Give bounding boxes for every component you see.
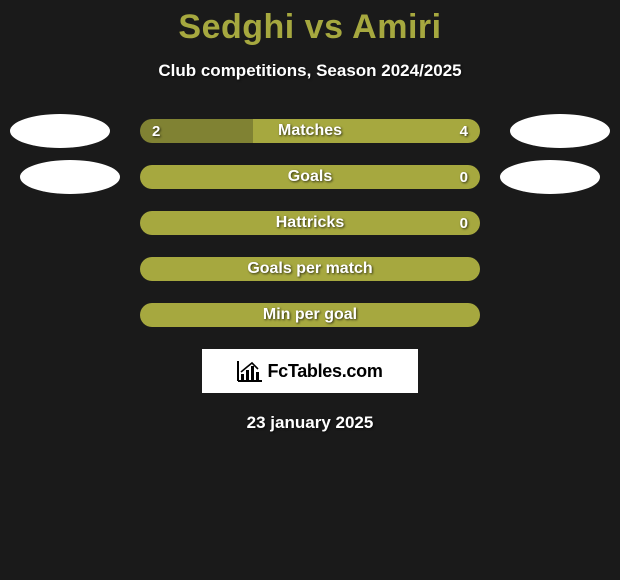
stat-row: Goals per match — [0, 257, 620, 281]
date-label: 23 january 2025 — [0, 413, 620, 433]
player-ellipse-left — [10, 114, 110, 148]
stat-bar-right-fill — [140, 211, 480, 235]
stat-bar-right-fill — [140, 303, 480, 327]
chart-icon — [237, 360, 263, 382]
stat-rows: Matches24 Goals0 Hattricks0 Goals per match… — [0, 119, 620, 327]
infographic-container: Sedghi vs Amiri Club competitions, Seaso… — [0, 0, 620, 433]
stat-bar-right-fill — [140, 165, 480, 189]
player-ellipse-left — [20, 160, 120, 194]
player-ellipse-right — [510, 114, 610, 148]
stat-row: Goals0 — [0, 165, 620, 189]
page-title: Sedghi vs Amiri — [0, 8, 620, 47]
stat-bar: Hattricks0 — [140, 211, 480, 235]
stat-row: Matches24 — [0, 119, 620, 143]
stat-bar: Goals per match — [140, 257, 480, 281]
stat-bar-left-fill — [140, 119, 253, 143]
player-ellipse-right — [500, 160, 600, 194]
stat-bar: Goals0 — [140, 165, 480, 189]
logo-text: FcTables.com — [267, 361, 382, 382]
stat-row: Min per goal — [0, 303, 620, 327]
page-subtitle: Club competitions, Season 2024/2025 — [0, 61, 620, 81]
stat-bar: Matches24 — [140, 119, 480, 143]
stat-bar-right-fill — [253, 119, 480, 143]
stat-bar: Min per goal — [140, 303, 480, 327]
logo-box: FcTables.com — [202, 349, 418, 393]
stat-row: Hattricks0 — [0, 211, 620, 235]
stat-bar-right-fill — [140, 257, 480, 281]
